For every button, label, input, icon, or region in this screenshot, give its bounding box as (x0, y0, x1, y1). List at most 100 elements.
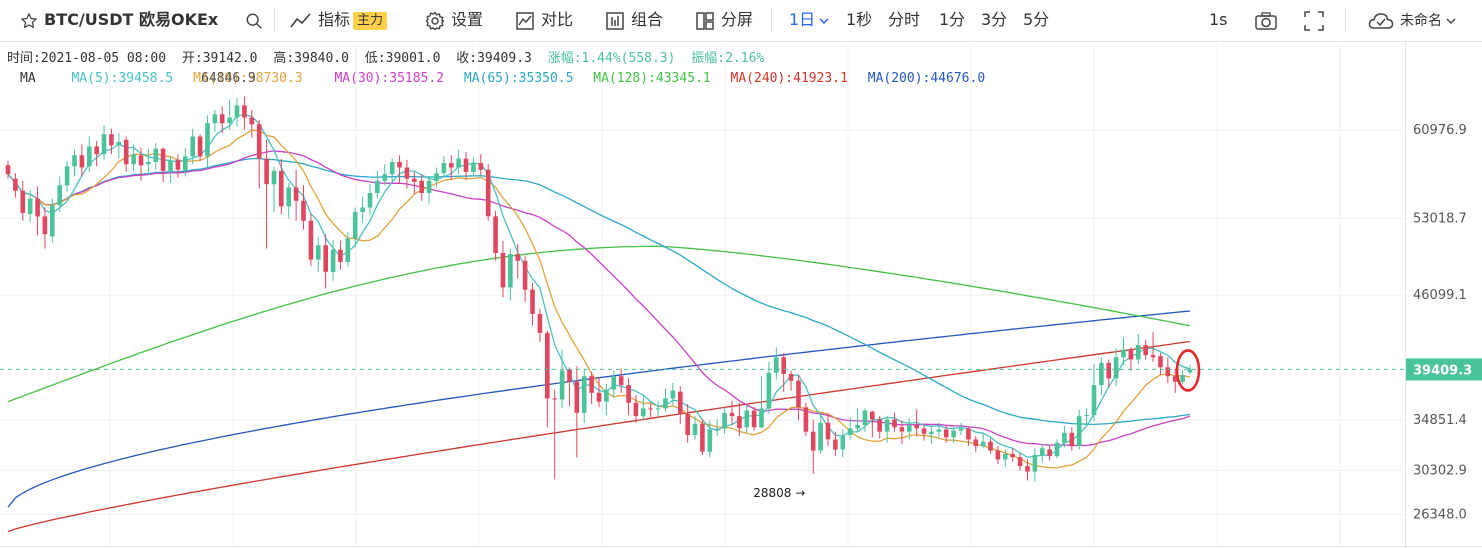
candle-body (707, 429, 713, 452)
candle-body (485, 169, 491, 217)
interval-3m[interactable]: 3分 (981, 10, 1008, 29)
candle (1010, 448, 1015, 462)
candle (907, 418, 912, 440)
candle-body (1091, 385, 1097, 416)
candle (633, 395, 639, 423)
screenshot-button[interactable] (1254, 0, 1284, 40)
legend-open: 开:39142.0 (181, 51, 258, 66)
split-screen-button[interactable]: 分屏 (695, 0, 753, 40)
candle-body (256, 124, 262, 159)
compare-icon (516, 11, 534, 30)
candle (803, 402, 809, 437)
candle-body (1158, 356, 1163, 368)
interval-1m[interactable]: 1分 (939, 10, 966, 29)
candle (412, 171, 417, 195)
candle-body (1172, 376, 1178, 382)
last-price-tag (1406, 358, 1482, 381)
fullscreen-button[interactable] (1303, 0, 1331, 40)
symbol-search-button[interactable] (245, 0, 269, 40)
candle-body (190, 136, 195, 157)
candle (663, 388, 668, 412)
candle (301, 185, 306, 230)
candle-body (1106, 362, 1111, 379)
candle (1032, 448, 1038, 482)
y-tick-label: 60976.9 (1413, 123, 1467, 138)
interval-1s[interactable]: 1秒 (846, 10, 873, 29)
moving-averages (7, 113, 1191, 533)
ma65-line (7, 157, 1191, 426)
y-tick-label: 26348.0 (1413, 507, 1467, 522)
indicators-button[interactable]: 指标 主力 (290, 0, 388, 40)
interval-5m[interactable]: 5分 (1023, 10, 1050, 29)
compare-label: 对比 (541, 10, 574, 29)
candle-body (803, 407, 809, 432)
candle (1150, 331, 1156, 362)
candle (618, 368, 624, 393)
candle (1180, 369, 1185, 384)
candle-body (574, 381, 580, 413)
ma30-legend: MA(30):35185.2 (334, 71, 445, 86)
candle (685, 403, 690, 443)
candle-body (463, 158, 469, 172)
candle-body (382, 174, 388, 181)
candle-body (35, 198, 40, 217)
chart-toolbar: BTC/USDT 欧易OKEx 指标 主力 设置 对比 组合 分屏 1日 1秒 分… (0, 0, 1482, 42)
candle (966, 426, 971, 447)
candle-body (175, 159, 181, 170)
candle-body (788, 374, 794, 381)
candle-body (559, 370, 565, 400)
candle-body (641, 408, 646, 417)
ma-legend-label[interactable]: MA (20, 71, 36, 86)
y-tick-label: 30302.9 (1413, 463, 1467, 478)
candle-body (1113, 357, 1119, 379)
candle-body (131, 154, 136, 165)
candle (1040, 443, 1045, 463)
candle (367, 184, 373, 216)
candle (227, 99, 232, 130)
candle (759, 376, 764, 429)
indicators-label: 指标 (318, 10, 351, 29)
price-axis: 60976.9 53018.7 46099.1 34851.4 30302.9 26348… (1413, 123, 1467, 522)
combo-button[interactable]: 组合 (605, 0, 663, 40)
candle-body (367, 193, 373, 208)
annotations: 39409.3 28808 → (0, 349, 1482, 500)
candle (434, 167, 439, 188)
candle (212, 109, 218, 133)
candle-body (604, 389, 609, 402)
symbol-selector[interactable]: BTC/USDT 欧易OKEx (20, 0, 218, 40)
candle-body (825, 422, 831, 440)
candle (57, 176, 62, 212)
ma65-legend: MA(65):35350.5 (463, 71, 574, 86)
ohlc-legend: 时间:2021-08-05 08:00 开:39142.0 高:39840.0 … (7, 47, 772, 66)
candle-body (434, 173, 439, 181)
candle (796, 375, 801, 421)
candle-body (264, 158, 269, 185)
compare-button[interactable]: 对比 (515, 0, 573, 40)
candle-body (301, 200, 306, 221)
interval-1d[interactable]: 1日 (789, 0, 835, 40)
candle-body (449, 163, 454, 168)
candle-body (1136, 345, 1141, 360)
candle-body (227, 117, 232, 124)
settings-button[interactable]: 设置 (425, 0, 483, 40)
overlay-value: 64846.9 (201, 71, 256, 86)
candle (242, 96, 247, 130)
interval-timeshare[interactable]: 分时 (888, 10, 921, 29)
save-layout-button[interactable]: 未命名 (1368, 0, 1462, 40)
legend-low: 低:39001.0 (364, 51, 441, 66)
candle (1165, 357, 1171, 383)
candle-body (685, 413, 690, 435)
candle (183, 147, 188, 177)
star-icon[interactable] (20, 12, 38, 30)
candle-body (20, 190, 26, 213)
candlestick-chart[interactable]: 60976.9 53018.7 46099.1 34851.4 30302.9 26348… (0, 41, 1482, 548)
candle (1187, 364, 1193, 374)
candle-body (57, 185, 62, 206)
candle (190, 128, 195, 165)
candle (722, 407, 727, 434)
candle (101, 125, 107, 160)
candle-body (611, 376, 617, 390)
refresh-rate[interactable]: 1s (1209, 10, 1228, 29)
candle-body (714, 428, 720, 430)
candle (574, 366, 580, 458)
